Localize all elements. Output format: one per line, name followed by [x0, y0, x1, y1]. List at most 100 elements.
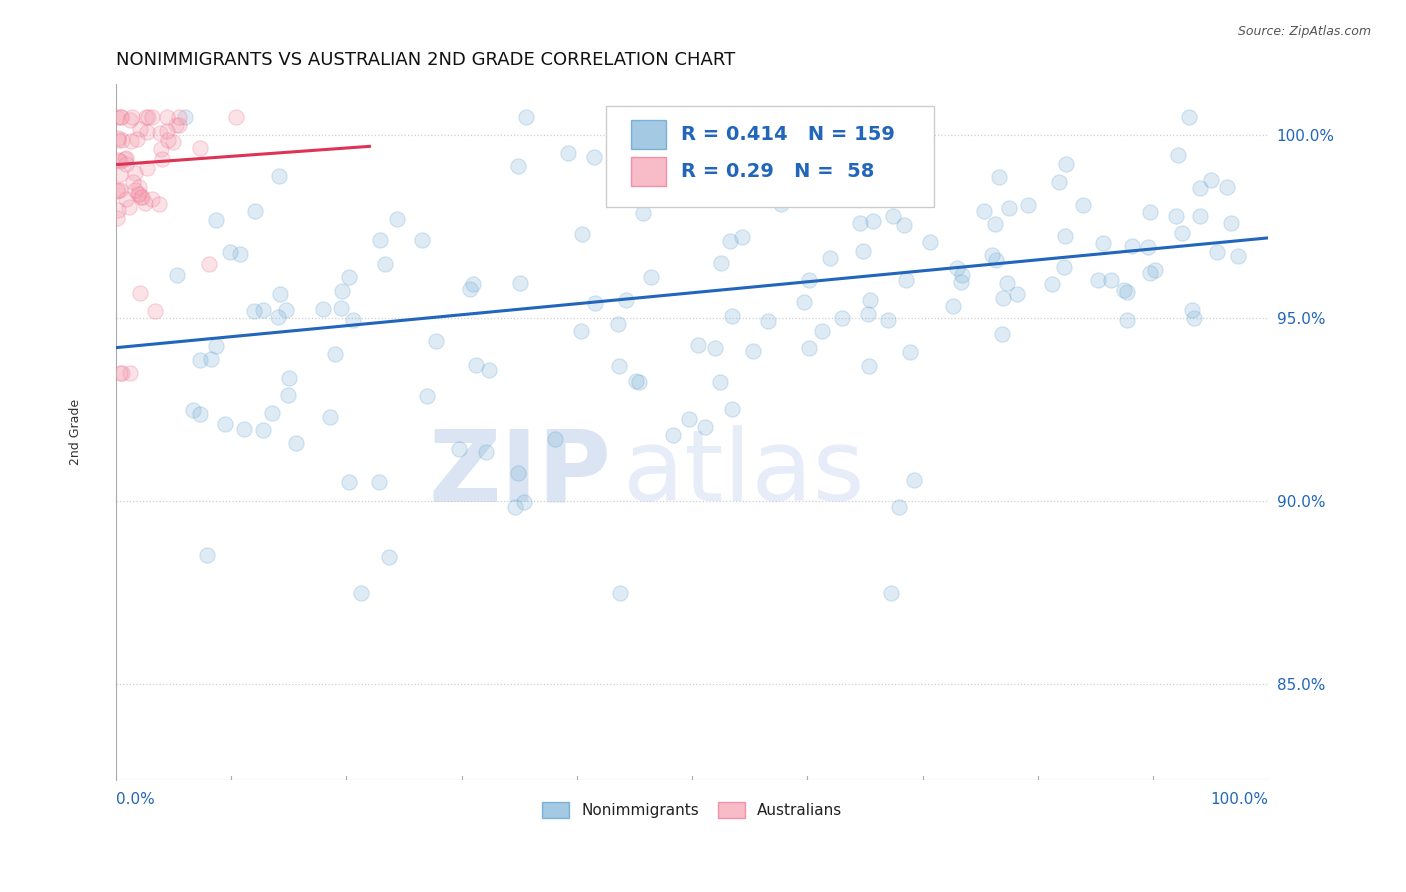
Point	[950, 268, 973, 282]
Point	[127, 186, 149, 201]
Point	[693, 420, 716, 434]
Point	[214, 417, 236, 432]
Point	[134, 195, 156, 210]
Point	[464, 358, 486, 372]
Point	[852, 244, 875, 258]
Point	[894, 273, 917, 287]
Point	[710, 256, 733, 270]
Point	[876, 313, 898, 327]
Point	[640, 269, 662, 284]
Point	[1166, 209, 1188, 223]
Point	[995, 277, 1018, 291]
Point	[368, 475, 391, 489]
Point	[754, 187, 776, 202]
Text: NONIMMIGRANTS VS AUSTRALIAN 2ND GRADE CORRELATION CHART: NONIMMIGRANTS VS AUSTRALIAN 2ND GRADE CO…	[115, 51, 735, 69]
Point	[503, 500, 526, 514]
Point	[124, 166, 146, 180]
Text: atlas: atlas	[623, 425, 865, 522]
Point	[135, 124, 157, 138]
Point	[506, 467, 529, 481]
Point	[973, 204, 995, 219]
Point	[731, 230, 754, 244]
Point	[1199, 173, 1222, 187]
Point	[686, 338, 709, 352]
Point	[475, 445, 498, 459]
Text: R = 0.29   N =  58: R = 0.29 N = 58	[681, 161, 875, 180]
Point	[311, 301, 333, 316]
Point	[269, 169, 291, 183]
Text: ZIP: ZIP	[429, 425, 612, 522]
Point	[721, 401, 744, 416]
Point	[569, 325, 592, 339]
Point	[243, 203, 266, 218]
Point	[368, 233, 391, 247]
Point	[195, 549, 218, 563]
Point	[276, 302, 298, 317]
Point	[115, 192, 138, 206]
Point	[319, 410, 342, 425]
Point	[105, 110, 128, 124]
FancyBboxPatch shape	[606, 106, 934, 207]
Point	[582, 150, 605, 164]
Point	[121, 134, 143, 148]
Point	[330, 301, 353, 315]
Point	[863, 188, 886, 202]
Point	[105, 185, 128, 199]
Point	[718, 234, 741, 248]
Point	[225, 110, 247, 124]
Point	[942, 299, 965, 313]
Point	[903, 473, 925, 487]
Point	[108, 183, 131, 197]
Point	[1071, 198, 1094, 212]
Point	[1054, 157, 1077, 171]
Point	[818, 252, 841, 266]
Point	[721, 309, 744, 323]
Point	[188, 407, 211, 421]
Point	[174, 110, 197, 124]
Point	[218, 244, 240, 259]
Point	[858, 359, 880, 373]
Point	[267, 310, 290, 324]
Point	[232, 422, 254, 436]
Point	[124, 183, 146, 197]
Point	[1115, 285, 1137, 299]
Point	[624, 375, 647, 389]
Text: 100.0%: 100.0%	[1211, 792, 1268, 807]
Point	[135, 161, 157, 175]
Point	[141, 110, 163, 124]
Point	[987, 170, 1010, 185]
Point	[678, 411, 700, 425]
Point	[751, 141, 773, 155]
Point	[1005, 287, 1028, 301]
Point	[1116, 313, 1139, 327]
Point	[138, 110, 160, 124]
Point	[107, 183, 129, 197]
Point	[1144, 263, 1167, 277]
Point	[128, 187, 150, 202]
Point	[110, 153, 132, 168]
Point	[981, 248, 1004, 262]
Point	[108, 167, 131, 181]
Point	[156, 124, 179, 138]
Point	[950, 275, 973, 289]
Point	[512, 495, 534, 509]
Point	[1047, 175, 1070, 189]
Point	[181, 402, 204, 417]
Point	[986, 252, 1008, 267]
Point	[998, 201, 1021, 215]
Point	[131, 190, 153, 204]
Point	[121, 175, 143, 189]
Point	[111, 133, 134, 147]
Point	[900, 110, 922, 124]
Point	[880, 586, 903, 600]
Point	[831, 311, 853, 326]
Point	[509, 277, 531, 291]
Point	[515, 110, 537, 124]
Point	[167, 118, 190, 132]
Point	[763, 170, 786, 185]
Point	[1216, 180, 1239, 194]
Point	[882, 209, 904, 223]
Point	[374, 257, 396, 271]
Point	[156, 110, 179, 124]
Point	[1167, 148, 1189, 162]
